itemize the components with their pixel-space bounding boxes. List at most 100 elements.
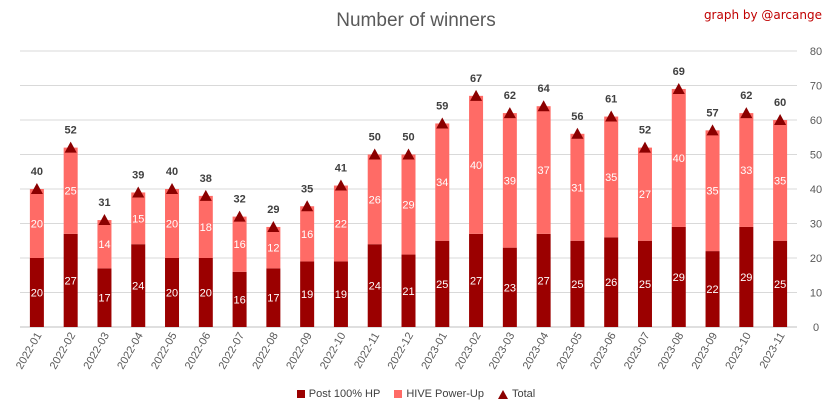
marker-total (166, 183, 179, 194)
data-label-hive-powerup: 26 (369, 194, 381, 206)
data-label-total: 64 (538, 83, 551, 95)
data-label-post-hp: 23 (504, 282, 516, 294)
bar-hive-powerup (637, 147, 652, 241)
x-tick-label: 2022-05 (149, 331, 180, 372)
data-label-total: 61 (605, 94, 617, 106)
bar-post-hp (232, 271, 247, 327)
marker-total (605, 110, 618, 122)
x-tick-label: 2022-07 (217, 331, 248, 372)
bar-hive-powerup (300, 206, 315, 262)
x-tick-label: 2023-03 (487, 331, 518, 372)
bar-hive-powerup (63, 147, 78, 234)
data-label-total: 52 (65, 125, 77, 137)
data-label-hive-powerup: 15 (132, 213, 144, 225)
x-tick-label: 2023-06 (588, 331, 619, 372)
bar-post-hp (469, 233, 484, 327)
bar-hive-powerup (435, 123, 450, 241)
x-tick-label: 2022-06 (183, 331, 214, 372)
data-label-total: 62 (504, 90, 516, 102)
chart-legend: Post 100% HP HIVE Power-Up Total (0, 388, 832, 400)
data-label-post-hp: 17 (98, 293, 110, 305)
bar-hive-powerup (502, 113, 517, 248)
marker-total (301, 200, 314, 212)
bar-post-hp (435, 240, 450, 327)
data-label-total: 59 (436, 100, 448, 112)
data-label-post-hp: 16 (233, 294, 245, 306)
bar-post-hp (739, 226, 754, 327)
y-tick-label: 40 (810, 184, 822, 196)
bar-hive-powerup (705, 130, 720, 252)
bar-hive-powerup (401, 154, 416, 255)
x-tick-label: 2022-09 (284, 331, 315, 372)
bar-post-hp (502, 247, 517, 327)
marker-total (571, 127, 584, 139)
data-label-post-hp: 27 (65, 275, 77, 287)
data-label-total: 41 (335, 163, 347, 175)
data-label-hive-powerup: 27 (639, 189, 651, 201)
data-label-post-hp: 24 (132, 281, 144, 293)
data-label-post-hp: 19 (335, 289, 347, 301)
marker-total (199, 189, 212, 201)
legend-item-total: Total (497, 388, 535, 400)
bar-hive-powerup (469, 95, 484, 234)
marker-total (706, 124, 719, 136)
y-tick-label: 20 (810, 253, 822, 265)
data-label-hive-powerup: 18 (200, 222, 212, 234)
data-label-hive-powerup: 12 (267, 243, 279, 255)
y-tick-label: 30 (810, 219, 822, 231)
bar-hive-powerup (29, 189, 44, 258)
marker-total (267, 220, 280, 232)
data-label-post-hp: 20 (31, 288, 43, 300)
data-label-hive-powerup: 22 (335, 219, 347, 231)
bar-hive-powerup (604, 116, 619, 238)
bar-hive-powerup (570, 133, 585, 241)
legend-label-powerup: HIVE Power-Up (406, 388, 484, 400)
marker-total (30, 183, 43, 194)
y-tick-label: 10 (810, 288, 822, 300)
bar-post-hp (570, 240, 585, 327)
marker-total (672, 82, 685, 94)
data-label-post-hp: 22 (706, 284, 718, 296)
data-label-total: 52 (639, 125, 651, 137)
bar-post-hp (401, 254, 416, 327)
legend-item-post: Post 100% HP (296, 388, 381, 400)
chart-title: Number of winners (336, 10, 496, 31)
marker-total (64, 141, 77, 153)
data-label-hive-powerup: 35 (706, 186, 718, 198)
legend-marker-total (497, 389, 508, 399)
bar-post-hp (300, 261, 315, 327)
marker-total (132, 186, 145, 198)
data-label-total: 60 (774, 97, 786, 109)
y-tick-label: 0 (813, 322, 819, 334)
data-label-hive-powerup: 40 (673, 153, 685, 165)
marker-total (334, 179, 347, 191)
x-tick-label: 2023-01 (419, 331, 450, 372)
legend-label-post: Post 100% HP (308, 388, 381, 400)
marker-total (402, 148, 415, 160)
marker-total (774, 114, 787, 125)
data-label-hive-powerup: 35 (605, 172, 617, 184)
data-label-hive-powerup: 16 (233, 239, 245, 251)
x-tick-label: 2022-11 (352, 331, 382, 371)
marker-total (98, 214, 111, 226)
bar-hive-powerup (165, 189, 180, 258)
data-label-post-hp: 19 (301, 289, 313, 301)
marker-total (368, 148, 381, 160)
data-label-total: 38 (200, 173, 212, 185)
data-label-total: 56 (571, 111, 583, 123)
x-tick-label: 2022-02 (48, 331, 79, 372)
bar-hive-powerup (266, 226, 281, 269)
bar-hive-powerup (367, 154, 382, 245)
data-label-post-hp: 25 (436, 279, 448, 291)
data-label-post-hp: 25 (639, 279, 651, 291)
x-tick-label: 2023-08 (656, 331, 687, 372)
marker-total (470, 89, 483, 101)
y-tick-label: 70 (810, 81, 822, 93)
x-tick-label: 2022-08 (250, 331, 281, 372)
data-label-total: 35 (301, 183, 313, 195)
y-tick-label: 60 (810, 115, 822, 127)
bar-post-hp (63, 233, 78, 327)
bar-post-hp (536, 233, 551, 327)
data-label-post-hp: 25 (571, 279, 583, 291)
x-tick-label: 2022-03 (81, 331, 112, 372)
